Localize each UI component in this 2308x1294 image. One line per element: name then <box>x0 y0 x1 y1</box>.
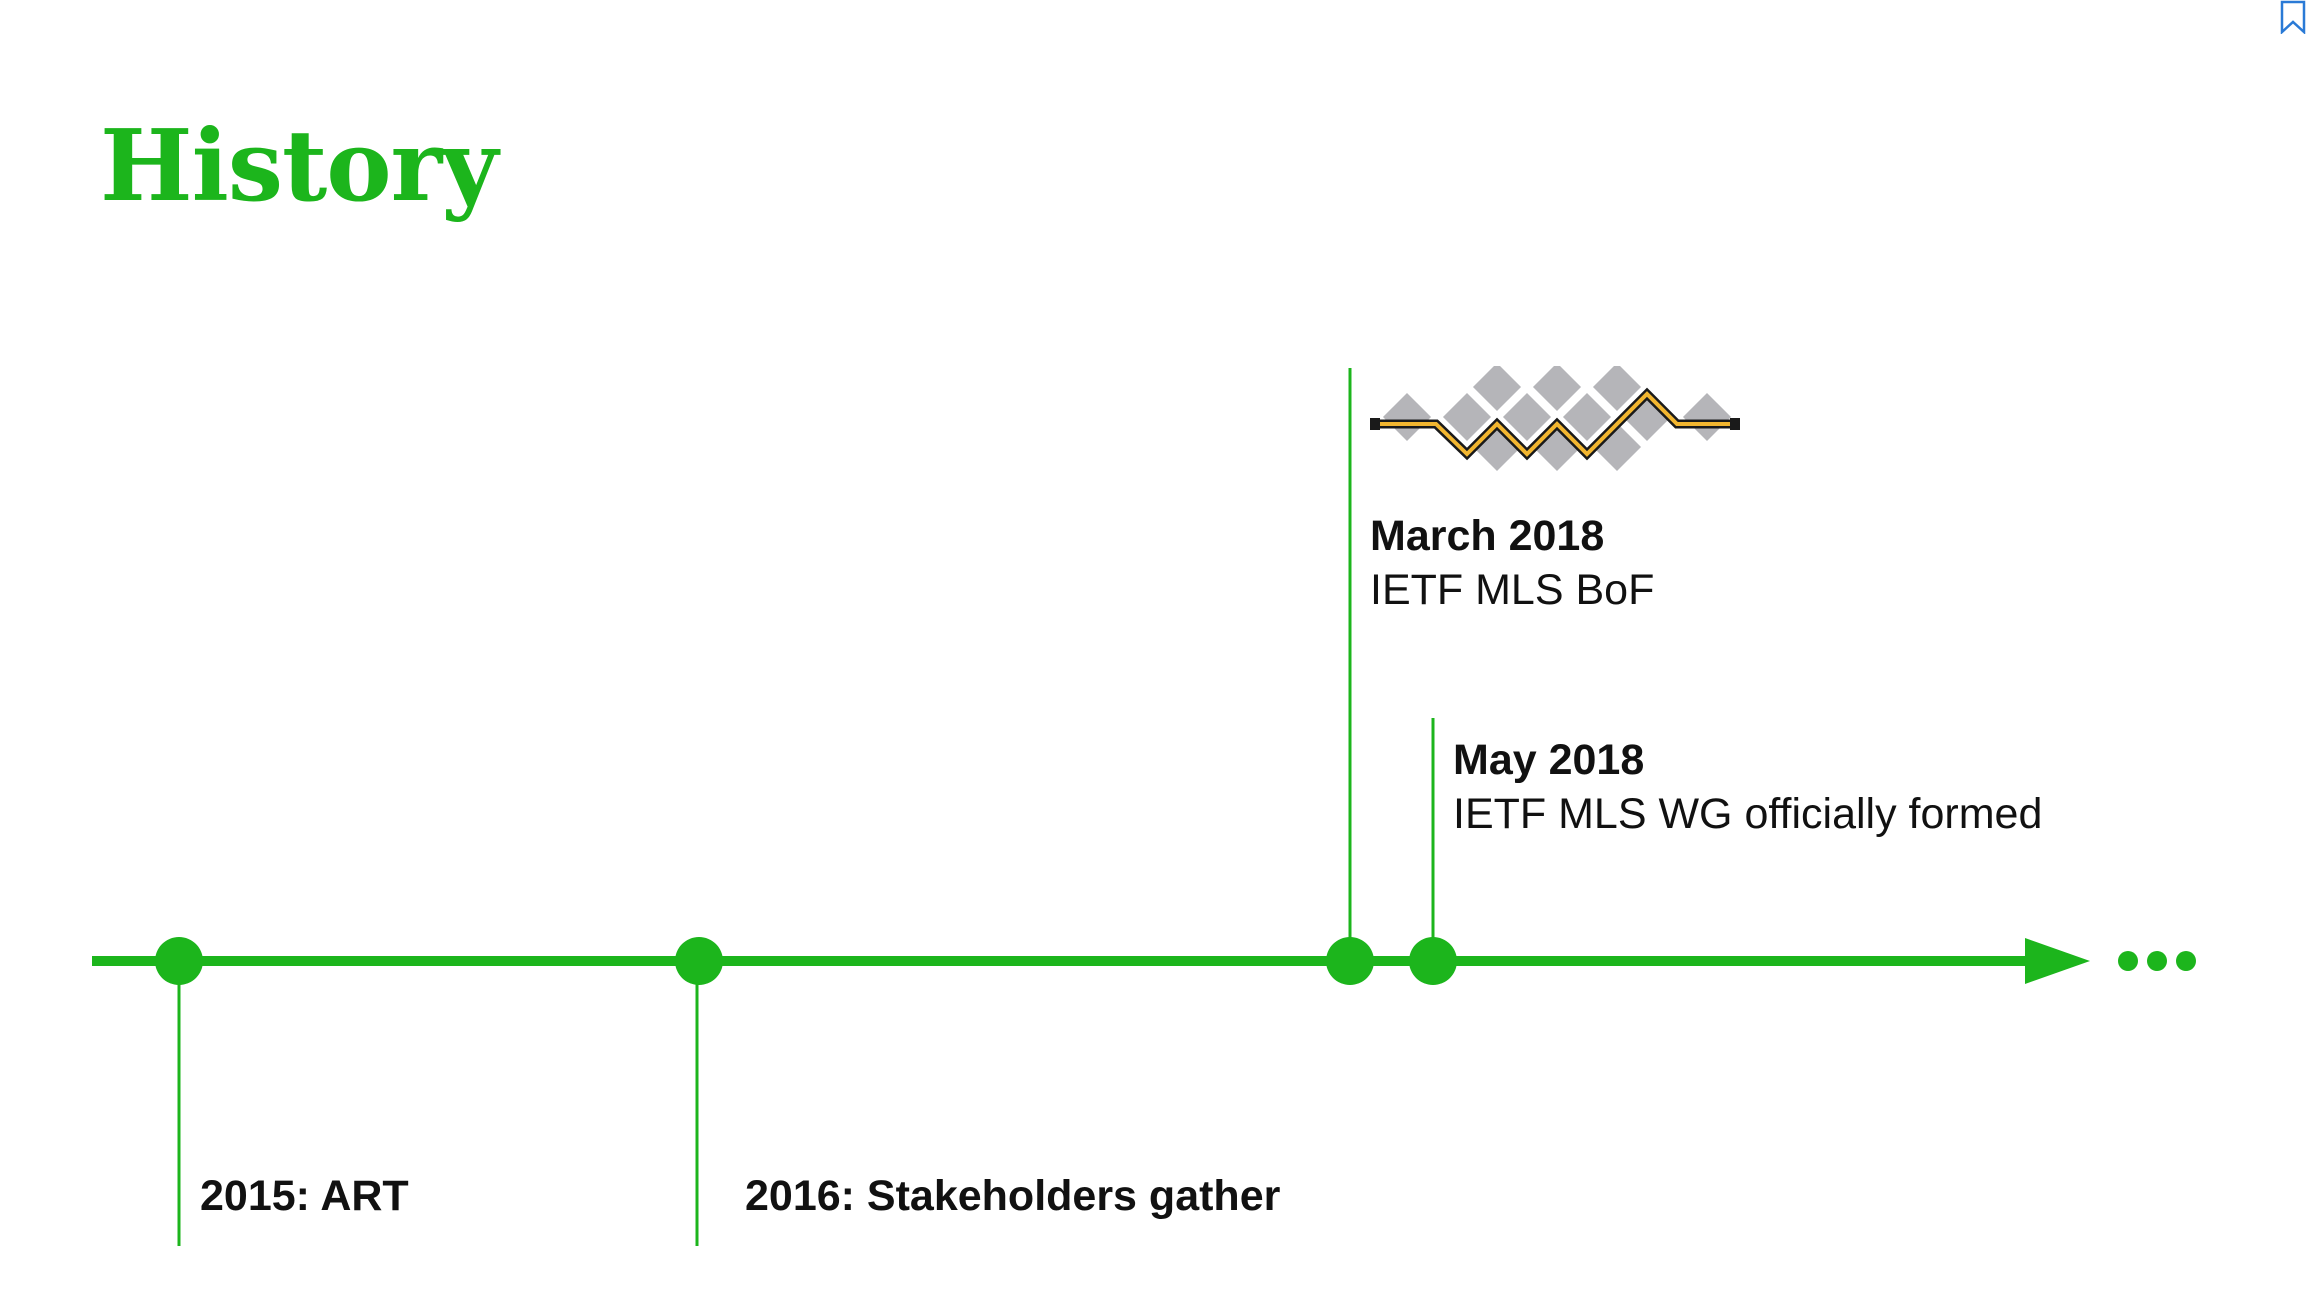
marker-mar2018 <box>1326 937 1374 985</box>
event-mar2018-date: March 2018 <box>1370 512 1605 560</box>
continuation-ellipsis <box>2118 951 2196 971</box>
marker-2015 <box>155 937 203 985</box>
event-2015-text: 2015: ART <box>200 1172 409 1220</box>
timeline-arrowhead <box>2025 938 2090 984</box>
event-label-mar2018: March 2018 IETF MLS BoF <box>1370 510 1654 618</box>
page-title: History <box>100 109 498 224</box>
event-label-2015: 2015: ART <box>200 1170 409 1224</box>
marker-2016 <box>675 937 723 985</box>
bookmark-icon[interactable] <box>2278 0 2308 34</box>
event-label-2016: 2016: Stakeholders gather <box>745 1170 1280 1224</box>
marker-may2018 <box>1409 937 1457 985</box>
event-may2018-date: May 2018 <box>1453 736 1645 784</box>
ietf-mls-logo-icon <box>1370 366 1740 472</box>
event-may2018-description: IETF MLS WG officially formed <box>1453 789 2043 838</box>
event-mar2018-description: IETF MLS BoF <box>1370 565 1655 614</box>
event-2016-text: 2016: Stakeholders gather <box>745 1172 1281 1220</box>
event-label-may2018: May 2018 IETF MLS WG officially formed <box>1453 734 2042 842</box>
